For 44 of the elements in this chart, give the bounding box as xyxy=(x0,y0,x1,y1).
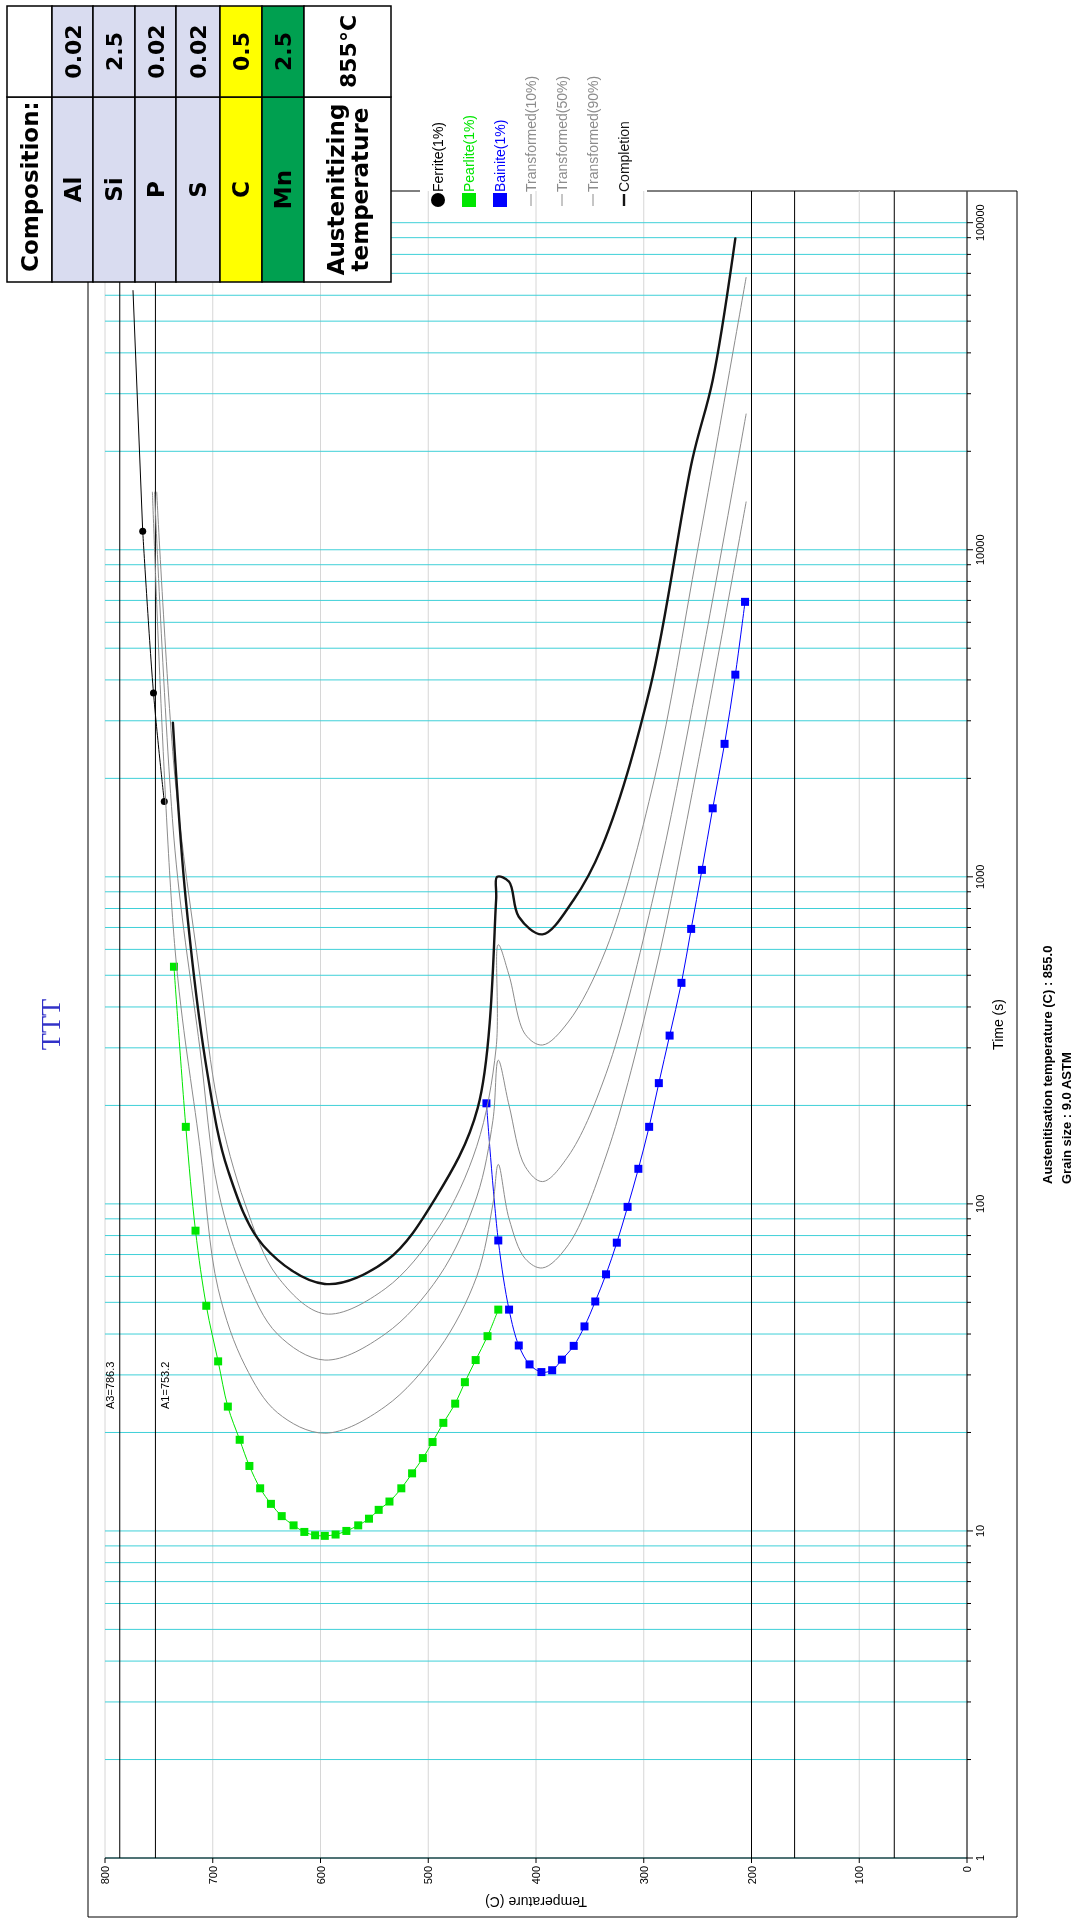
text: Austenitisation temperature (C) : 855.0 xyxy=(1040,945,1055,1184)
text: Completion xyxy=(616,121,632,192)
text: Grain size : 9.0 ASTM xyxy=(1059,1052,1074,1184)
y-tick-label: 10000 xyxy=(974,534,986,566)
ref-line-label: A1=753.2 xyxy=(159,1361,172,1409)
text: 2.5 xyxy=(271,32,296,71)
ref-line-label: A3=786.3 xyxy=(103,1361,116,1409)
text: Composition: xyxy=(16,101,43,272)
text: 0.02 xyxy=(186,24,211,79)
text: 855°C xyxy=(335,14,361,89)
x-axis-title: Temperature (C) xyxy=(485,1894,587,1910)
text: TTT xyxy=(35,998,66,1051)
text: Transformed(90%) xyxy=(585,75,601,192)
text: Bainite(1%) xyxy=(492,119,508,192)
y-tick-label: 100 xyxy=(974,1194,986,1214)
annotation: C xyxy=(228,181,254,198)
annotation: Austenitizing temperature xyxy=(322,103,373,276)
text: Pearlite(1%) xyxy=(461,114,477,192)
x-tick-label: 500 xyxy=(422,1866,435,1885)
text: Al xyxy=(59,176,86,203)
x-tick-label: 100 xyxy=(853,1866,866,1885)
x-tick-label: 700 xyxy=(206,1866,219,1885)
x-tick-label: 400 xyxy=(530,1866,542,1885)
text: Ferrite(1%) xyxy=(430,121,446,192)
y-tick-label: 100000 xyxy=(974,204,986,242)
text: 0.5 xyxy=(229,32,254,71)
x-tick-label: 800 xyxy=(99,1866,111,1885)
x-tick-label: 300 xyxy=(637,1866,650,1885)
annotation: S xyxy=(185,181,211,198)
text: 0.02 xyxy=(143,24,169,79)
y-axis-title: Time (s) xyxy=(990,999,1006,1050)
text: Transformed(50%) xyxy=(554,75,570,192)
text: Transformed(10%) xyxy=(523,75,539,192)
annotation: P xyxy=(142,181,169,198)
y-tick-label: 10 xyxy=(974,1524,986,1538)
x-tick-label: 600 xyxy=(314,1866,327,1885)
annotation: Mn xyxy=(270,169,296,210)
text: 2.5 xyxy=(102,32,127,71)
x-tick-label: 200 xyxy=(745,1866,758,1885)
x-tick-label: 0 xyxy=(961,1866,973,1873)
text: 0.02 xyxy=(60,24,86,79)
y-tick-label: 1 xyxy=(974,1854,986,1862)
annotation: Si xyxy=(101,177,127,202)
y-tick-label: 1000 xyxy=(974,864,986,890)
